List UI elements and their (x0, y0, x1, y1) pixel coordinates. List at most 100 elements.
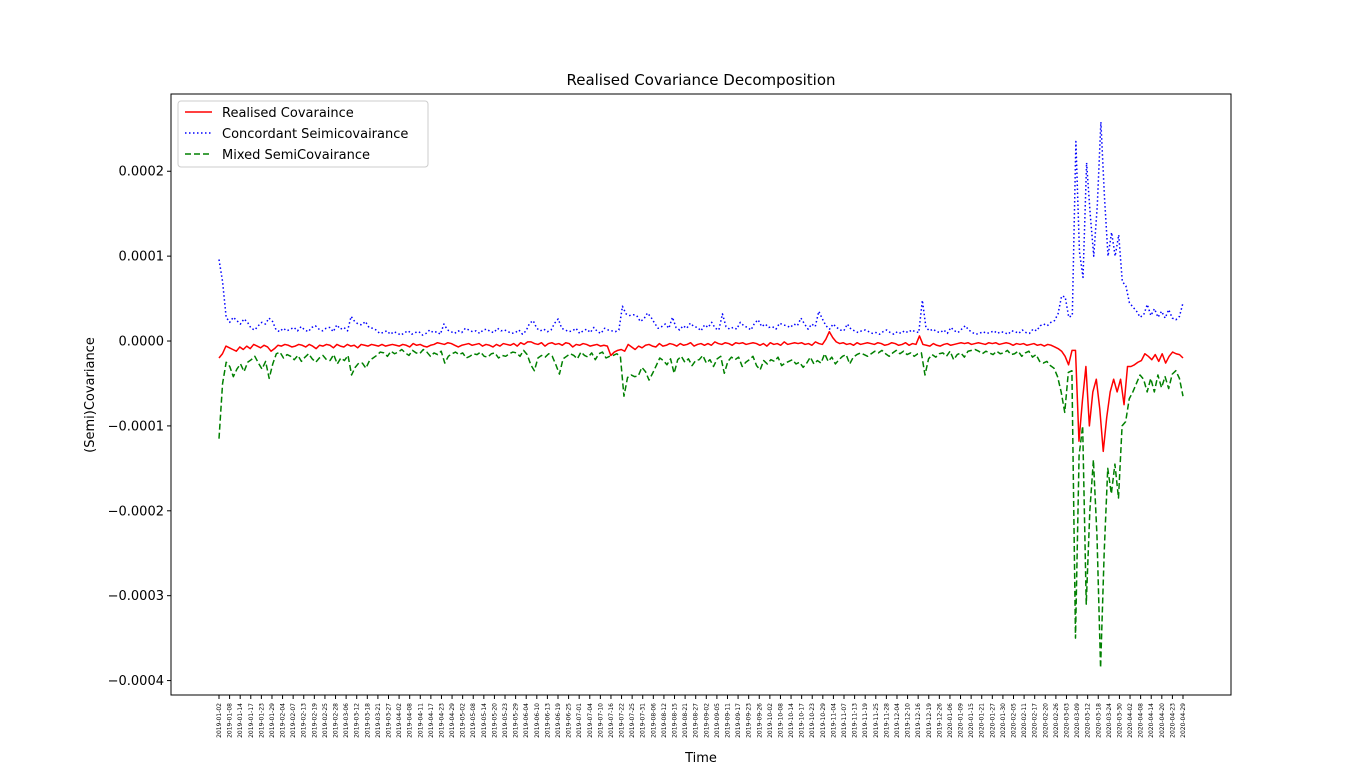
y-axis-label: (Semi)Covariance (83, 337, 98, 453)
x-tick-label: 2020-04-29 (1180, 703, 1187, 738)
x-tick-label: 2019-05-02 (460, 703, 467, 738)
x-tick-label: 2019-11-19 (862, 703, 869, 738)
y-tick-label: −0.0003 (108, 589, 164, 604)
x-tick-label: 2019-08-15 (672, 703, 679, 738)
series-line-mixed-semicovariance (218, 348, 1184, 669)
x-tick-label: 2019-07-10 (597, 703, 604, 738)
x-tick-label: 2019-08-12 (661, 703, 668, 738)
x-tick-label: 2020-02-20 (1042, 703, 1049, 738)
x-tick-label: 2020-01-15 (968, 703, 975, 738)
y-axis: 0.0002 0.0001 0.0000 −0.0001 −0.0002 −0.0003 −… (108, 165, 171, 689)
x-tick-label: 2019-07-31 (640, 703, 647, 738)
y-tick-label: 0.0001 (119, 250, 165, 265)
x-tick-label: 2019-11-25 (873, 703, 880, 738)
x-tick-label: 2019-02-28 (333, 703, 340, 738)
x-tick-label: 2019-05-20 (491, 703, 498, 738)
x-tick-label: 2019-06-25 (566, 703, 573, 738)
x-tick-label: 2019-09-02 (703, 703, 710, 738)
x-tick-label: 2019-11-07 (841, 703, 848, 738)
y-tick-label: −0.0001 (108, 419, 164, 434)
x-tick-label: 2019-04-29 (449, 703, 456, 738)
x-tick-label: 2019-12-10 (905, 703, 912, 738)
x-tick-label: 2019-04-17 (428, 703, 435, 738)
x-tick-label: 2020-02-11 (1021, 703, 1028, 738)
legend-label-realised: Realised Covaraince (222, 106, 354, 121)
x-tick-label: 2020-01-30 (1000, 703, 1007, 738)
x-tick-label: 2020-03-24 (1106, 703, 1113, 738)
x-tick-label: 2019-11-28 (883, 703, 890, 738)
x-tick-label: 2020-04-20 (1159, 703, 1166, 738)
x-tick-label: 2020-02-17 (1032, 703, 1039, 738)
x-tick-label: 2019-08-27 (693, 703, 700, 738)
x-tick-label: 2019-03-12 (354, 703, 361, 738)
x-tick-label: 2019-04-23 (438, 703, 445, 738)
y-tick-label: 0.0002 (119, 165, 165, 180)
x-tick-label: 2019-03-21 (375, 703, 382, 738)
x-tick-label: 2020-03-18 (1095, 703, 1102, 738)
series-line-realised-covariance (218, 330, 1184, 453)
x-tick-label: 2020-01-21 (979, 703, 986, 738)
y-tick-label: −0.0004 (108, 674, 164, 689)
x-tick-label: 2019-03-18 (364, 703, 371, 738)
x-tick-label: 2020-04-14 (1148, 703, 1155, 738)
series-line-concordant-semicovariance (218, 121, 1184, 336)
x-tick-label: 2020-01-09 (958, 703, 965, 738)
x-tick-label: 2019-04-08 (407, 703, 414, 738)
x-tick-label: 2019-01-17 (248, 703, 255, 738)
chart-title: Realised Covariance Decomposition (566, 71, 835, 89)
x-tick-label: 2019-02-13 (301, 703, 308, 738)
x-tick-label: 2019-03-06 (343, 703, 350, 738)
x-tick-label: 2019-10-23 (809, 703, 816, 738)
x-tick-label: 2019-06-04 (523, 703, 530, 738)
x-tick-label: 2019-03-27 (385, 703, 392, 738)
x-tick-label: 2019-01-29 (269, 703, 276, 738)
x-tick-label: 2020-01-06 (947, 703, 954, 738)
x-tick-label: 2019-09-05 (714, 703, 721, 738)
x-tick-label: 2019-09-11 (724, 703, 731, 738)
x-tick-label: 2019-12-16 (915, 703, 922, 738)
x-tick-label: 2019-07-22 (619, 703, 626, 738)
x-tick-label: 2019-04-11 (417, 703, 424, 738)
x-tick-label: 2019-01-02 (216, 703, 223, 738)
y-tick-label: −0.0002 (108, 504, 164, 519)
x-tick-label: 2019-11-13 (852, 703, 859, 738)
x-tick-label: 2019-09-17 (735, 703, 742, 738)
x-tick-label: 2019-05-14 (481, 703, 488, 738)
x-tick-label: 2019-07-04 (587, 703, 594, 738)
x-tick-label: 2019-01-08 (227, 703, 234, 738)
x-tick-label: 2019-09-26 (756, 703, 763, 738)
x-axis-label: Time (684, 751, 717, 766)
x-tick-label: 2019-09-23 (746, 703, 753, 738)
x-tick-label: 2019-06-13 (544, 703, 551, 738)
x-tick-label: 2019-07-16 (608, 703, 615, 738)
plot-frame (170, 93, 1232, 696)
x-tick-label: 2019-01-23 (258, 703, 265, 738)
x-tick-label: 2019-08-06 (650, 703, 657, 738)
x-tick-label: 2020-02-05 (1011, 703, 1018, 738)
x-tick-label: 2019-12-19 (926, 703, 933, 738)
x-tick-label: 2019-05-08 (470, 703, 477, 738)
x-tick-label: 2020-04-08 (1138, 703, 1145, 738)
x-tick-label: 2019-05-23 (502, 703, 509, 738)
x-tick-label: 2019-02-04 (280, 703, 287, 738)
x-tick-label: 2019-04-02 (396, 703, 403, 738)
x-tick-label: 2020-03-03 (1063, 703, 1070, 738)
x-tick-label: 2019-01-14 (237, 703, 244, 738)
x-tick-label: 2019-05-29 (513, 703, 520, 738)
x-tick-label: 2019-06-10 (534, 703, 541, 738)
x-axis: 2019-01-02 2019-01-08 2019-01-14 2019-01-17… (216, 695, 1187, 738)
x-tick-label: 2019-12-26 (936, 703, 943, 738)
x-tick-label: 2019-10-17 (799, 703, 806, 738)
x-tick-label: 2019-10-08 (777, 703, 784, 738)
x-tick-label: 2020-03-30 (1116, 703, 1123, 738)
x-tick-label: 2020-01-27 (989, 703, 996, 738)
x-tick-label: 2019-02-19 (311, 703, 318, 738)
x-tick-label: 2020-03-09 (1074, 703, 1081, 738)
x-tick-label: 2019-06-19 (555, 703, 562, 738)
x-tick-label: 2020-03-12 (1085, 703, 1092, 738)
x-tick-label: 2020-04-02 (1127, 703, 1134, 738)
x-tick-label: 2019-10-02 (767, 703, 774, 738)
legend-box (177, 100, 429, 168)
x-tick-label: 2020-04-23 (1169, 703, 1176, 738)
